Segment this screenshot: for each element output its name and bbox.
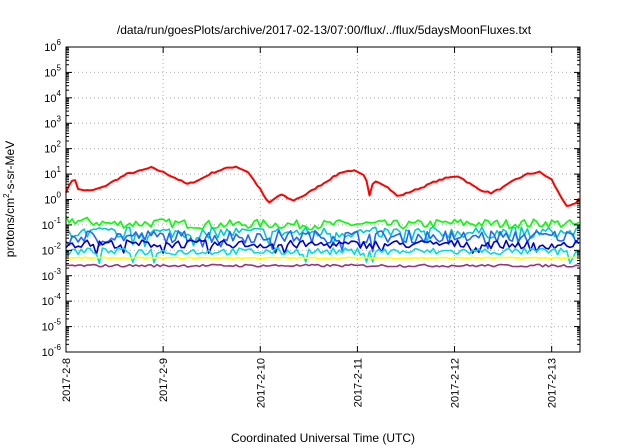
y-tick-label: 101: [44, 165, 61, 181]
y-axis-label-main: protons/cm: [3, 198, 17, 257]
y-tick-label: 10-2: [42, 241, 62, 257]
y-tick-label: 10-6: [42, 343, 62, 359]
y-tick-label-exponent: -1: [54, 216, 62, 225]
x-tick-label: 2017-2-9: [158, 358, 170, 402]
y-axis-tick-labels: 10-610-510-410-310-210-11001011021031041…: [42, 38, 62, 359]
y-tick-label-exponent: 3: [57, 114, 62, 123]
chart-title: /data/run/goesPlots/archive/2017-02-13/0…: [117, 23, 532, 37]
series-line-2: [65, 226, 580, 248]
series-line-7: [65, 263, 580, 268]
series-line-1: [65, 215, 580, 231]
y-tick-label-base: 10: [44, 67, 56, 79]
y-tick-label-exponent: -5: [54, 318, 62, 327]
y-tick-label: 10-5: [42, 318, 62, 334]
y-axis-label-unit: -s-sr-MeV: [3, 141, 17, 194]
series-line-4: [65, 239, 580, 256]
x-tick-label: 2017-2-12: [450, 358, 462, 408]
series-line-6: [65, 256, 580, 260]
y-tick-label: 106: [44, 38, 61, 54]
y-tick-label-base: 10: [42, 296, 54, 308]
axis-ticks: [65, 46, 580, 353]
y-tick-label-base: 10: [42, 245, 54, 257]
x-tick-label: 2017-2-8: [61, 358, 73, 402]
y-tick-label: 100: [44, 191, 61, 207]
series-group: [65, 165, 580, 268]
y-tick-label-exponent: 4: [57, 89, 62, 98]
x-axis-tick-labels: 2017-2-8 2017-2-9 2017-2-10 2017-2-11 2017-2…: [61, 358, 559, 408]
y-tick-label-base: 10: [42, 322, 54, 334]
y-tick-label-base: 10: [42, 220, 54, 232]
y-tick-label-exponent: 2: [57, 140, 62, 149]
y-tick-label-base: 10: [44, 195, 56, 207]
y-tick-label: 103: [44, 114, 61, 130]
y-tick-label: 10-4: [42, 292, 62, 308]
y-tick-label-exponent: -6: [54, 343, 62, 352]
y-tick-label: 102: [44, 140, 61, 156]
y-tick-label-exponent: 0: [57, 191, 62, 200]
y-axis-label: protons/cm2-s-sr-MeV: [2, 141, 17, 257]
x-tick-label: 2017-2-13: [547, 358, 559, 408]
x-axis-label: Coordinated Universal Time (UTC): [231, 431, 415, 445]
series-line-3: [65, 229, 580, 253]
y-tick-label-exponent: -3: [54, 267, 62, 276]
y-tick-label-exponent: -2: [54, 241, 62, 250]
y-tick-label: 10-1: [42, 216, 62, 232]
x-tick-label: 2017-2-11: [352, 358, 364, 407]
y-tick-label-base: 10: [44, 118, 56, 130]
y-tick-label-exponent: 1: [57, 165, 62, 174]
y-tick-label-base: 10: [44, 42, 56, 54]
x-tick-label: 2017-2-10: [255, 358, 267, 408]
y-tick-label-base: 10: [44, 93, 56, 105]
y-axis-label-superscript: 2: [2, 193, 11, 198]
y-tick-label: 10-3: [42, 267, 62, 283]
grid-lines: [66, 47, 580, 352]
y-tick-label-base: 10: [44, 144, 56, 156]
series-line-5: [65, 247, 580, 265]
series-line-0: [65, 165, 580, 207]
y-tick-label-base: 10: [44, 169, 56, 181]
y-tick-label-base: 10: [42, 271, 54, 283]
y-tick-label: 105: [44, 63, 61, 79]
y-tick-label: 104: [44, 89, 61, 105]
y-tick-label-base: 10: [42, 347, 54, 359]
y-tick-label-exponent: 5: [57, 63, 62, 72]
y-tick-label-exponent: -4: [54, 292, 62, 301]
y-tick-label-exponent: 6: [57, 38, 62, 47]
